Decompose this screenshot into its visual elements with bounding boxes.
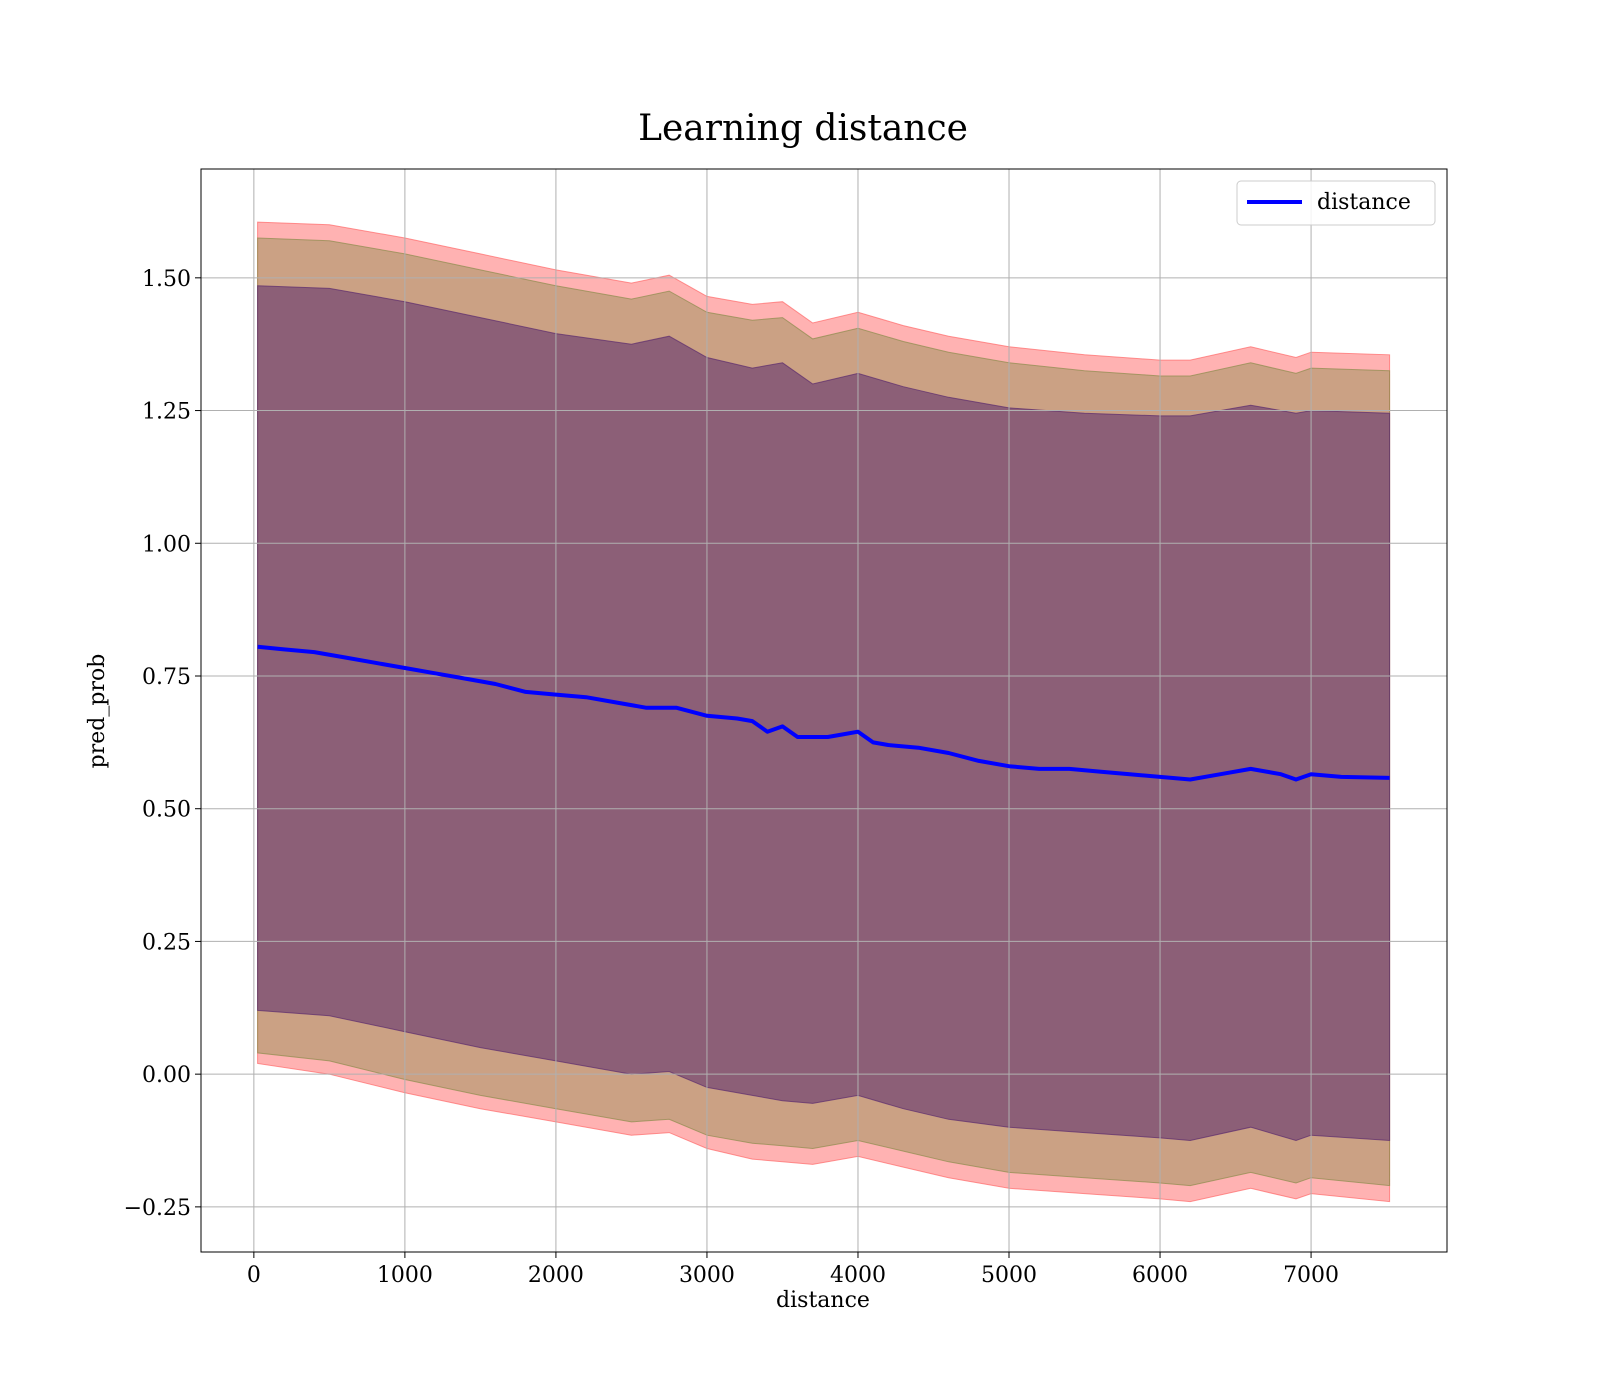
y-tick-label-0: −0.25 [124,1196,191,1221]
plot-frame [200,168,1448,1253]
legend: distance [1236,180,1436,226]
band-2 [257,285,1391,1142]
y-tick-label-5: 1.00 [142,532,191,557]
legend-label: distance [1317,190,1411,215]
y-axis-title: pred_prob [85,654,110,769]
x-axis-ticks: 0 1000 2000 3000 4000 5000 6000 7000 [247,1252,1339,1288]
x-tick-label-5: 5000 [981,1263,1037,1288]
confidence-bands [257,221,1391,1203]
chart-title: Learning distance [638,108,968,149]
y-tick-label-2: 0.25 [142,930,191,955]
x-tick-label-3: 3000 [679,1263,735,1288]
y-tick-label-4: 0.75 [142,665,191,690]
series-lines [257,644,1390,782]
x-tick-label-6: 6000 [1132,1263,1188,1288]
series-line-0 [257,644,1390,782]
x-tick-label-0: 0 [247,1263,261,1288]
legend-box [1236,180,1436,226]
x-tick-label-7: 7000 [1283,1263,1339,1288]
x-tick-label-2: 2000 [528,1263,584,1288]
grid [201,169,1447,1252]
y-tick-label-1: 0.00 [142,1063,191,1088]
y-tick-label-3: 0.50 [142,798,191,823]
y-tick-label-7: 1.50 [142,267,191,292]
x-axis-title: distance [776,1288,870,1313]
y-axis-ticks: −0.25 0.00 0.25 0.50 0.75 1.00 1.25 1.50 [124,267,201,1221]
x-tick-label-4: 4000 [830,1263,886,1288]
x-tick-label-1: 1000 [377,1263,433,1288]
y-tick-label-6: 1.25 [142,400,191,425]
